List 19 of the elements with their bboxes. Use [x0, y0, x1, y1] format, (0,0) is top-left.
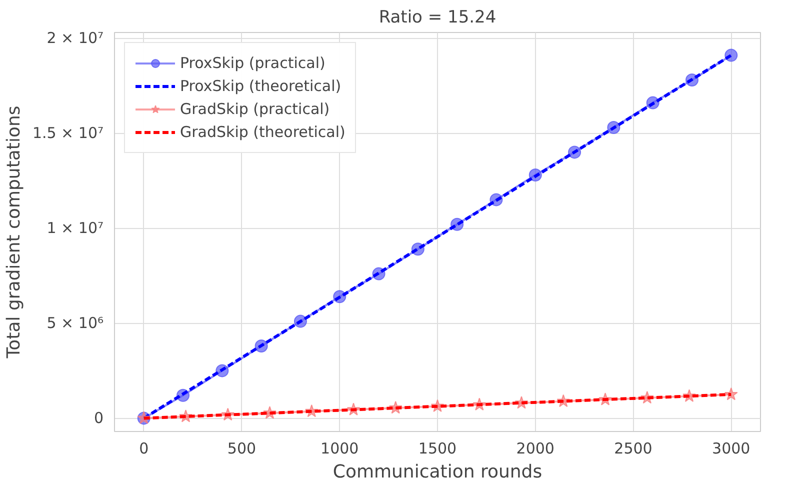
y-tick-label: 0: [94, 409, 104, 428]
x-tick-label: 0: [139, 440, 149, 458]
legend-label: GradSkip (practical): [180, 100, 330, 118]
legend-label: ProxSkip (practical): [180, 54, 326, 72]
x-tick-label: 1500: [418, 440, 457, 458]
y-tick-label: 2 × 10⁷: [46, 29, 104, 48]
legend-label: GradSkip (theoretical): [180, 123, 346, 141]
x-tick-label: 2500: [614, 440, 652, 458]
chart-title: Ratio = 15.24: [378, 8, 496, 28]
x-tick-label: 500: [227, 440, 256, 458]
x-axis-title: Communication rounds: [332, 462, 542, 482]
legend-label: ProxSkip (theoretical): [180, 77, 342, 95]
x-tick-label: 2000: [516, 440, 554, 458]
y-tick-label: 1.5 × 10⁷: [32, 124, 104, 142]
x-tick-label: 3000: [712, 440, 750, 458]
x-tick-label: 1000: [320, 440, 359, 458]
y-tick-label: 5 × 10⁶: [46, 314, 104, 332]
y-tick-label: 1 × 10⁷: [46, 219, 104, 238]
y-axis-title: Total gradient computations: [3, 106, 24, 360]
